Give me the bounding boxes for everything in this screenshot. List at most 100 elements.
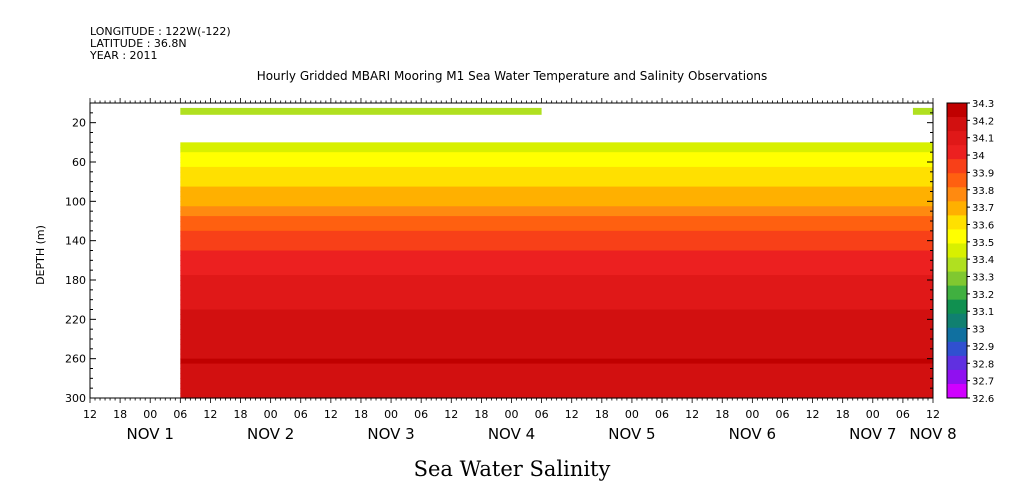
salinity-band (180, 211, 934, 217)
hour-tick-label: 06 (414, 408, 428, 421)
salinity-band (180, 260, 934, 266)
hour-tick-label: 06 (896, 408, 910, 421)
day-label: NOV 4 (488, 425, 535, 443)
colorbar-label: 32.8 (972, 359, 994, 370)
hour-tick-label: 12 (83, 408, 97, 421)
colorbar-swatch (947, 159, 967, 174)
day-label: NOV 2 (247, 425, 294, 443)
hour-tick-label: 12 (685, 408, 699, 421)
salinity-band (180, 225, 934, 232)
colorbar-label: 33.5 (972, 238, 994, 249)
salinity-band (180, 348, 934, 355)
colorbar-label: 32.9 (972, 342, 994, 353)
year-label: YEAR : 2011 (89, 49, 158, 62)
day-label: NOV 1 (127, 425, 174, 443)
salinity-band (180, 162, 934, 168)
colorbar-swatch (947, 243, 967, 259)
salinity-band (180, 265, 934, 271)
salinity-band (180, 196, 934, 202)
chart-title: Hourly Gridded MBARI Mooring M1 Sea Wate… (257, 69, 768, 83)
hour-tick-label: 12 (324, 408, 338, 421)
hour-tick-label: 06 (535, 408, 549, 421)
colorbar-swatch (947, 341, 967, 357)
colorbar-swatch (947, 187, 967, 202)
colorbar-label: 33.1 (972, 307, 994, 318)
y-tick-label: 300 (65, 392, 86, 405)
surface-salinity-band (912, 107, 933, 115)
salinity-band (180, 191, 934, 198)
salinity-band (180, 358, 934, 365)
colorbar-swatch (947, 383, 967, 399)
salinity-band (180, 206, 934, 212)
hour-tick-label: 00 (505, 408, 519, 421)
y-tick-label: 140 (65, 235, 86, 248)
day-label: NOV 3 (367, 425, 414, 443)
hour-tick-label: 00 (625, 408, 639, 421)
colorbar-label: 33.4 (972, 255, 994, 266)
y-tick-label: 180 (65, 274, 86, 287)
salinity-band (180, 245, 934, 252)
salinity-band (180, 299, 934, 306)
hour-tick-label: 06 (775, 408, 789, 421)
colorbar-label: 34.2 (972, 116, 994, 127)
colorbar-swatch (947, 271, 967, 287)
y-axis-label: DEPTH (m) (34, 225, 47, 285)
colorbar-swatch (947, 299, 967, 315)
salinity-band (180, 368, 934, 375)
salinity-band (180, 250, 934, 257)
salinity-band (180, 235, 934, 242)
hour-tick-label: 00 (866, 408, 880, 421)
salinity-band (180, 339, 934, 345)
hour-tick-label: 12 (565, 408, 579, 421)
salinity-band (180, 221, 934, 227)
salinity-band (180, 329, 934, 335)
colorbar-label: 32.6 (972, 394, 994, 405)
colorbar-label: 33.9 (972, 168, 994, 179)
salinity-band (180, 314, 934, 320)
colorbar-label: 33.7 (972, 203, 994, 214)
salinity-band (180, 319, 934, 325)
colorbar-label: 33 (972, 325, 985, 336)
latitude-label: LATITUDE : 36.8N (90, 37, 187, 50)
day-label: NOV 6 (729, 425, 776, 443)
hour-tick-label: 12 (926, 408, 940, 421)
hour-tick-label: 18 (234, 408, 248, 421)
y-tick-label: 260 (65, 353, 86, 366)
hour-tick-label: 00 (264, 408, 278, 421)
y-tick-label: 100 (65, 195, 86, 208)
salinity-band (180, 284, 934, 291)
day-label: NOV 7 (849, 425, 896, 443)
colorbar-swatch (947, 313, 967, 329)
salinity-band (180, 270, 934, 276)
salinity-band (180, 324, 934, 330)
salinity-band (180, 378, 934, 384)
salinity-band (180, 304, 934, 311)
y-tick-label: 20 (72, 117, 86, 130)
salinity-band (180, 230, 934, 237)
salinity-band (180, 186, 934, 193)
hour-tick-label: 00 (745, 408, 759, 421)
colorbar-swatch (947, 285, 967, 301)
colorbar-swatch (947, 257, 967, 273)
x-axis-label: Sea Water Salinity (414, 457, 611, 481)
colorbar-swatch (947, 355, 967, 371)
colorbar-label: 34.1 (972, 134, 994, 145)
day-label: NOV 5 (608, 425, 655, 443)
hour-tick-label: 00 (384, 408, 398, 421)
hour-tick-label: 18 (836, 408, 850, 421)
day-label: NOV 8 (909, 425, 956, 443)
colorbar-swatch (947, 215, 967, 230)
colorbar-swatch (947, 201, 967, 216)
colorbar-swatch (947, 173, 967, 188)
salinity-band (180, 255, 934, 261)
salinity-band (180, 142, 934, 148)
salinity-band (180, 388, 934, 394)
colorbar-label: 32.7 (972, 377, 994, 388)
colorbar-swatch (947, 103, 967, 118)
colorbar-label: 33.8 (972, 186, 994, 197)
colorbar-swatch (947, 131, 967, 146)
salinity-band (180, 201, 934, 207)
hour-tick-label: 12 (203, 408, 217, 421)
hour-tick-label: 06 (294, 408, 308, 421)
